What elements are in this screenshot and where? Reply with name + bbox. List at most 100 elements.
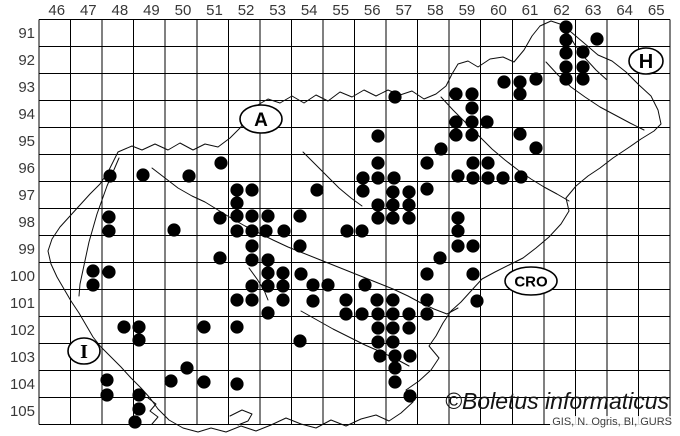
occurrence-dot <box>513 127 527 141</box>
occurrence-dot <box>465 115 479 129</box>
occurrence-dot <box>356 184 370 198</box>
occurrence-dot <box>386 198 400 212</box>
occurrence-dot <box>451 224 465 238</box>
occurrence-dot <box>306 278 320 292</box>
occurrence-dot <box>402 198 416 212</box>
occurrence-dot <box>590 32 604 46</box>
column-label: 51 <box>206 2 223 19</box>
occurrence-dot <box>465 128 479 142</box>
occurrence-dot <box>261 253 275 267</box>
country-oval-shape <box>504 266 558 296</box>
occurrence-dot <box>102 265 116 279</box>
occurrence-dot <box>355 307 369 321</box>
occurrence-dot <box>387 171 401 185</box>
row-label: 94 <box>18 106 35 123</box>
occurrence-dots <box>86 20 604 429</box>
occurrence-dot <box>356 171 370 185</box>
country-borders <box>47 20 662 433</box>
column-label: 55 <box>332 2 349 19</box>
occurrence-dot <box>420 267 434 281</box>
occurrence-dot <box>386 185 400 199</box>
column-label: 49 <box>143 2 160 19</box>
occurrence-dot <box>433 251 447 265</box>
column-label: 57 <box>395 2 412 19</box>
occurrence-dot <box>230 293 244 307</box>
map-line <box>440 96 570 202</box>
occurrence-dot <box>276 279 290 293</box>
occurrence-dot <box>164 374 178 388</box>
occurrence-dot <box>529 72 543 86</box>
occurrence-dot <box>451 211 465 225</box>
occurrence-dot <box>388 361 402 375</box>
occurrence-dot <box>245 209 259 223</box>
occurrence-dot <box>466 267 480 281</box>
occurrence-dot <box>388 90 402 104</box>
country-oval-label: A <box>254 110 268 131</box>
country-oval-i: I <box>67 337 101 365</box>
occurrence-dot <box>182 169 196 183</box>
occurrence-dot <box>386 335 400 349</box>
occurrence-dot <box>230 196 244 210</box>
column-label: 61 <box>522 2 539 19</box>
occurrence-dot <box>559 46 573 60</box>
row-label: 105 <box>10 403 35 420</box>
map-line <box>47 20 662 433</box>
column-label: 65 <box>648 2 665 19</box>
map-line <box>151 167 459 315</box>
column-axis: 46 47 48 49 50 51 52 53 54 55 56 57 58 59 60 61 62 63 64 65 <box>48 2 664 19</box>
occurrence-dot <box>481 171 495 185</box>
column-label: 58 <box>427 2 444 19</box>
occurrence-dot <box>451 239 465 253</box>
row-label: 101 <box>10 295 35 312</box>
occurrence-dot <box>261 266 275 280</box>
map-line <box>147 397 159 425</box>
column-label: 59 <box>459 2 476 19</box>
occurrence-dot <box>403 349 417 363</box>
occurrence-dot <box>576 72 590 86</box>
occurrence-dot <box>420 156 434 170</box>
country-oval-shape <box>239 104 283 134</box>
occurrence-dot <box>496 171 510 185</box>
occurrence-dot <box>371 321 385 335</box>
country-oval-label: CRO <box>514 273 548 290</box>
occurrence-dot <box>402 185 416 199</box>
column-label: 63 <box>585 2 602 19</box>
row-label: 99 <box>18 241 35 258</box>
column-label: 50 <box>175 2 192 19</box>
occurrence-dot <box>321 278 335 292</box>
occurrence-dot <box>213 211 227 225</box>
occurrence-dot <box>449 87 463 101</box>
occurrence-dot <box>310 183 324 197</box>
occurrence-dot <box>230 320 244 334</box>
occurrence-dot <box>245 224 259 238</box>
occurrence-dot <box>576 45 590 59</box>
row-label: 93 <box>18 79 35 96</box>
occurrence-dot <box>529 141 543 155</box>
country-oval-a: A <box>239 104 283 134</box>
occurrence-dot <box>294 267 308 281</box>
occurrence-dot <box>180 361 194 375</box>
occurrence-dot <box>371 156 385 170</box>
occurrence-dot <box>402 321 416 335</box>
occurrence-dot <box>559 20 573 34</box>
occurrence-dot <box>420 182 434 196</box>
occurrence-dot <box>245 183 259 197</box>
occurrence-dot <box>371 307 385 321</box>
occurrence-dot <box>449 115 463 129</box>
occurrence-dot <box>559 60 573 74</box>
column-label: 54 <box>301 2 318 19</box>
occurrence-dot <box>245 239 259 253</box>
occurrence-dot <box>420 307 434 321</box>
occurrence-dot <box>259 224 273 238</box>
occurrence-dot <box>132 320 146 334</box>
column-label: 46 <box>48 2 65 19</box>
occurrence-dot <box>132 388 146 402</box>
column-label: 48 <box>112 2 129 19</box>
occurrence-dot <box>276 293 290 307</box>
occurrence-dot <box>513 75 527 89</box>
occurrence-dot <box>559 72 573 86</box>
occurrence-dot <box>276 266 290 280</box>
occurrence-dot <box>373 349 387 363</box>
column-label: 52 <box>238 2 255 19</box>
